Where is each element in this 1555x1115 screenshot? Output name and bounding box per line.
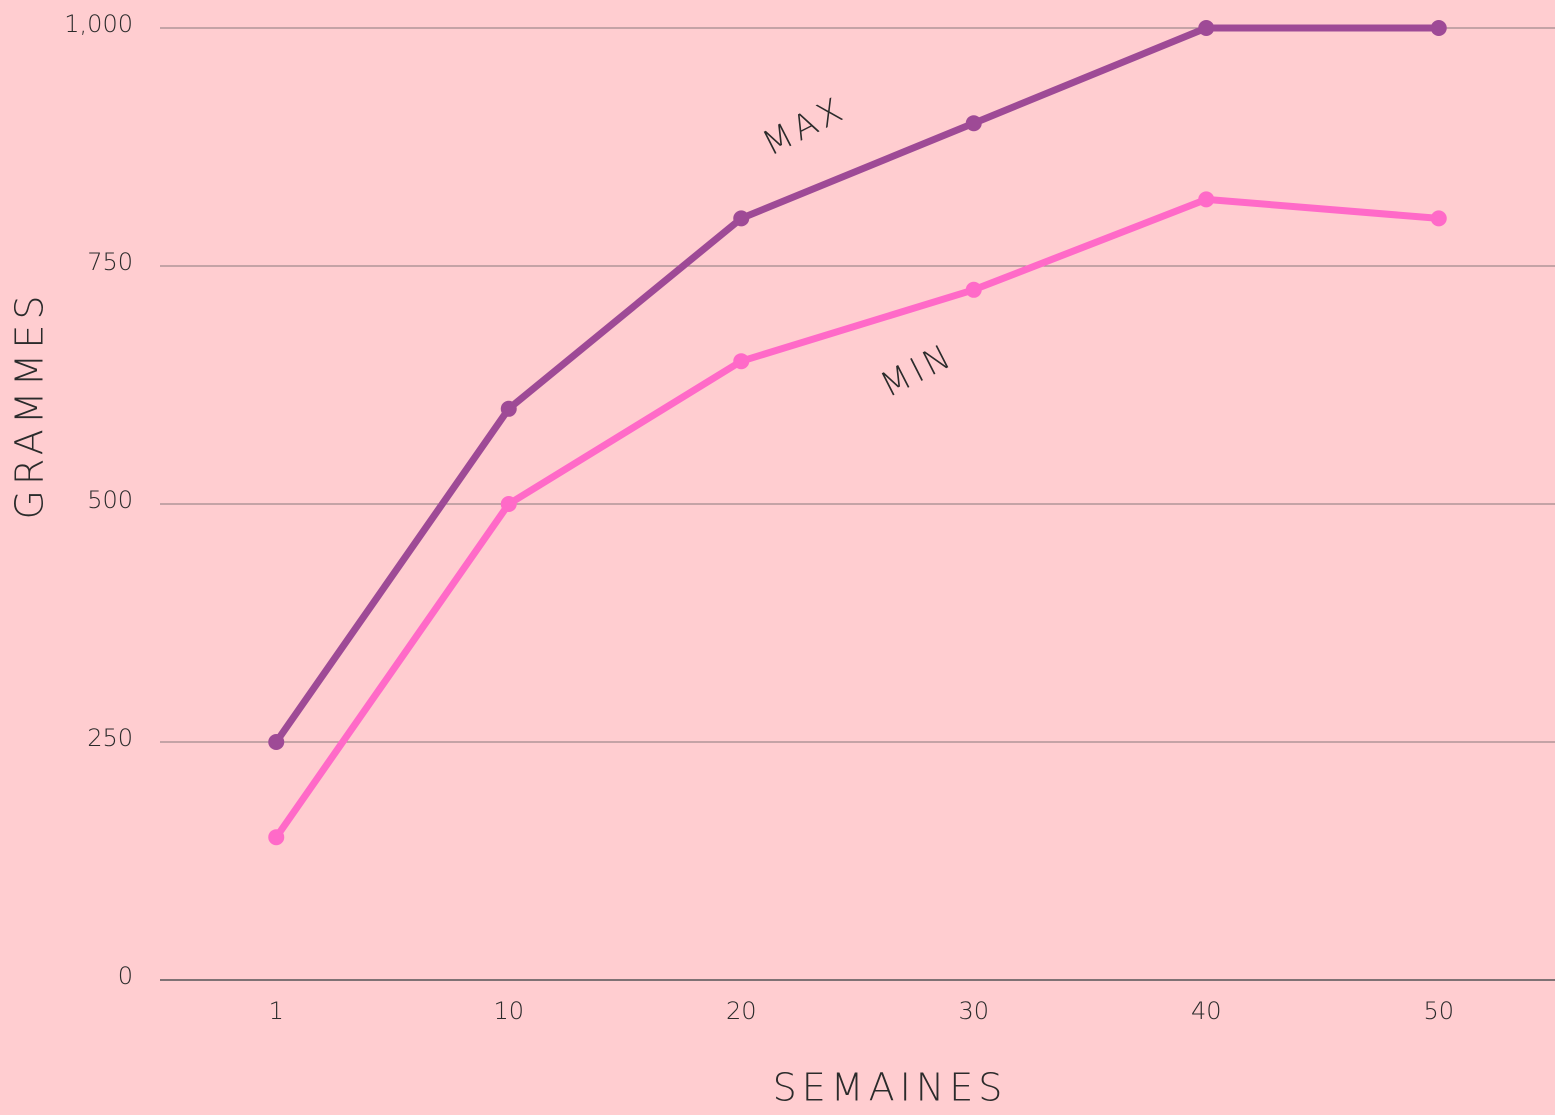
data-point xyxy=(1198,191,1215,208)
series-line xyxy=(273,195,1440,840)
series-annotation: MAX xyxy=(756,89,852,165)
x-tick-label: 20 xyxy=(726,997,757,1025)
x-tick-label: 10 xyxy=(493,997,524,1025)
y-axis-title: GRAMMES xyxy=(8,290,52,519)
data-point xyxy=(733,353,750,370)
data-point xyxy=(1430,20,1447,36)
data-point xyxy=(500,400,517,417)
data-point xyxy=(965,281,982,298)
data-point xyxy=(965,115,982,132)
data-point xyxy=(268,734,285,750)
x-tick-label: 50 xyxy=(1423,997,1454,1025)
x-tick-label: 1 xyxy=(269,997,284,1025)
x-tick-label: 40 xyxy=(1191,997,1222,1025)
y-tick-label: 1,000 xyxy=(64,10,133,38)
y-tick-label: 750 xyxy=(87,248,133,276)
y-tick-label: 250 xyxy=(87,724,133,752)
data-point xyxy=(733,210,750,227)
data-point xyxy=(1430,210,1447,227)
data-point xyxy=(500,496,517,512)
data-point xyxy=(268,829,285,846)
y-tick-label: 500 xyxy=(87,486,133,514)
series-line xyxy=(273,24,1439,745)
x-axis-title: SEMAINES xyxy=(773,1066,1008,1110)
x-tick-label: 30 xyxy=(958,997,989,1025)
series-annotation: MIN xyxy=(874,335,961,406)
data-point xyxy=(1198,20,1215,36)
y-tick-label: 0 xyxy=(118,962,133,990)
